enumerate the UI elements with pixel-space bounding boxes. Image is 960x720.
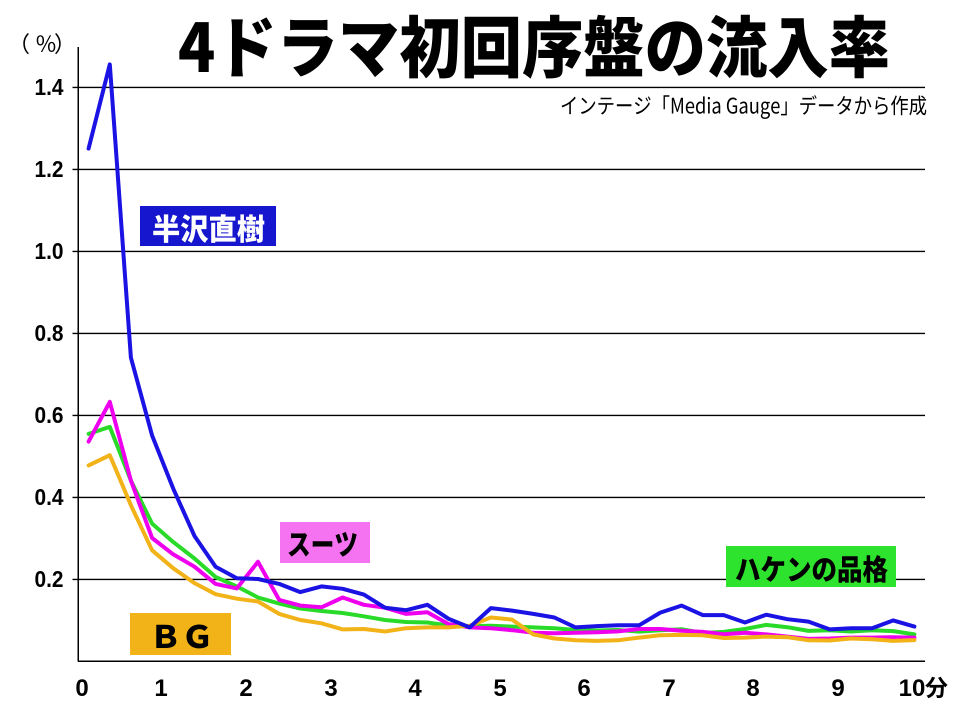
svg-text:6: 6: [577, 675, 590, 702]
svg-text:0: 0: [75, 675, 88, 702]
svg-text:7: 7: [662, 675, 675, 702]
svg-text:3: 3: [324, 675, 337, 702]
svg-text:5: 5: [493, 675, 506, 702]
svg-text:0.6: 0.6: [35, 402, 64, 428]
svg-text:1.2: 1.2: [35, 156, 64, 182]
svg-text:1: 1: [154, 675, 167, 702]
svg-text:0.2: 0.2: [35, 566, 64, 592]
svg-text:10: 10: [899, 675, 926, 702]
svg-text:1.0: 1.0: [35, 238, 64, 264]
svg-text:1.4: 1.4: [35, 74, 64, 100]
svg-text:4: 4: [408, 675, 422, 702]
svg-text:0.4: 0.4: [35, 484, 64, 510]
svg-text:9: 9: [831, 675, 844, 702]
svg-text:0.8: 0.8: [35, 320, 64, 346]
svg-text:8: 8: [746, 675, 759, 702]
svg-text:2: 2: [239, 675, 252, 702]
